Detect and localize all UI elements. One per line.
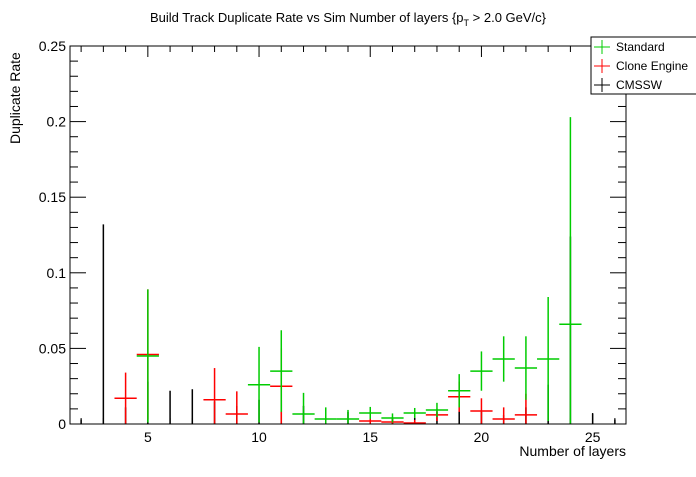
series-standard	[136, 117, 582, 424]
legend: Standard Clone Engine CMSSW	[590, 36, 696, 95]
y-tick-label: 0.25	[39, 38, 66, 54]
legend-label: Clone Engine	[616, 59, 688, 73]
x-tick-label: 15	[362, 429, 378, 445]
series-cmssw	[80, 224, 616, 424]
y-axis-label: Duplicate Rate	[7, 52, 23, 144]
legend-label: CMSSW	[616, 78, 663, 92]
axes: 0 0.05 0.1 0.15 0.2 0.25 5 10 15 20 25	[39, 38, 626, 445]
legend-label: Standard	[616, 40, 665, 54]
y-tick-label: 0.15	[39, 189, 66, 205]
x-tick-label: 20	[474, 429, 490, 445]
series-clone-engine	[114, 289, 538, 424]
x-tick-label: 10	[251, 429, 267, 445]
x-axis-label: Number of layers	[519, 443, 626, 459]
y-tick-label: 0.2	[47, 114, 67, 130]
chart-title: Build Track Duplicate Rate vs Sim Number…	[150, 10, 547, 28]
data-marks	[80, 117, 616, 424]
y-tick-label: 0.1	[47, 265, 67, 281]
y-tick-label: 0	[58, 416, 66, 432]
y-tick-label: 0.05	[39, 340, 66, 356]
x-tick-label: 5	[144, 429, 152, 445]
x-tick-label: 25	[585, 429, 601, 445]
plot-frame	[69, 45, 627, 425]
